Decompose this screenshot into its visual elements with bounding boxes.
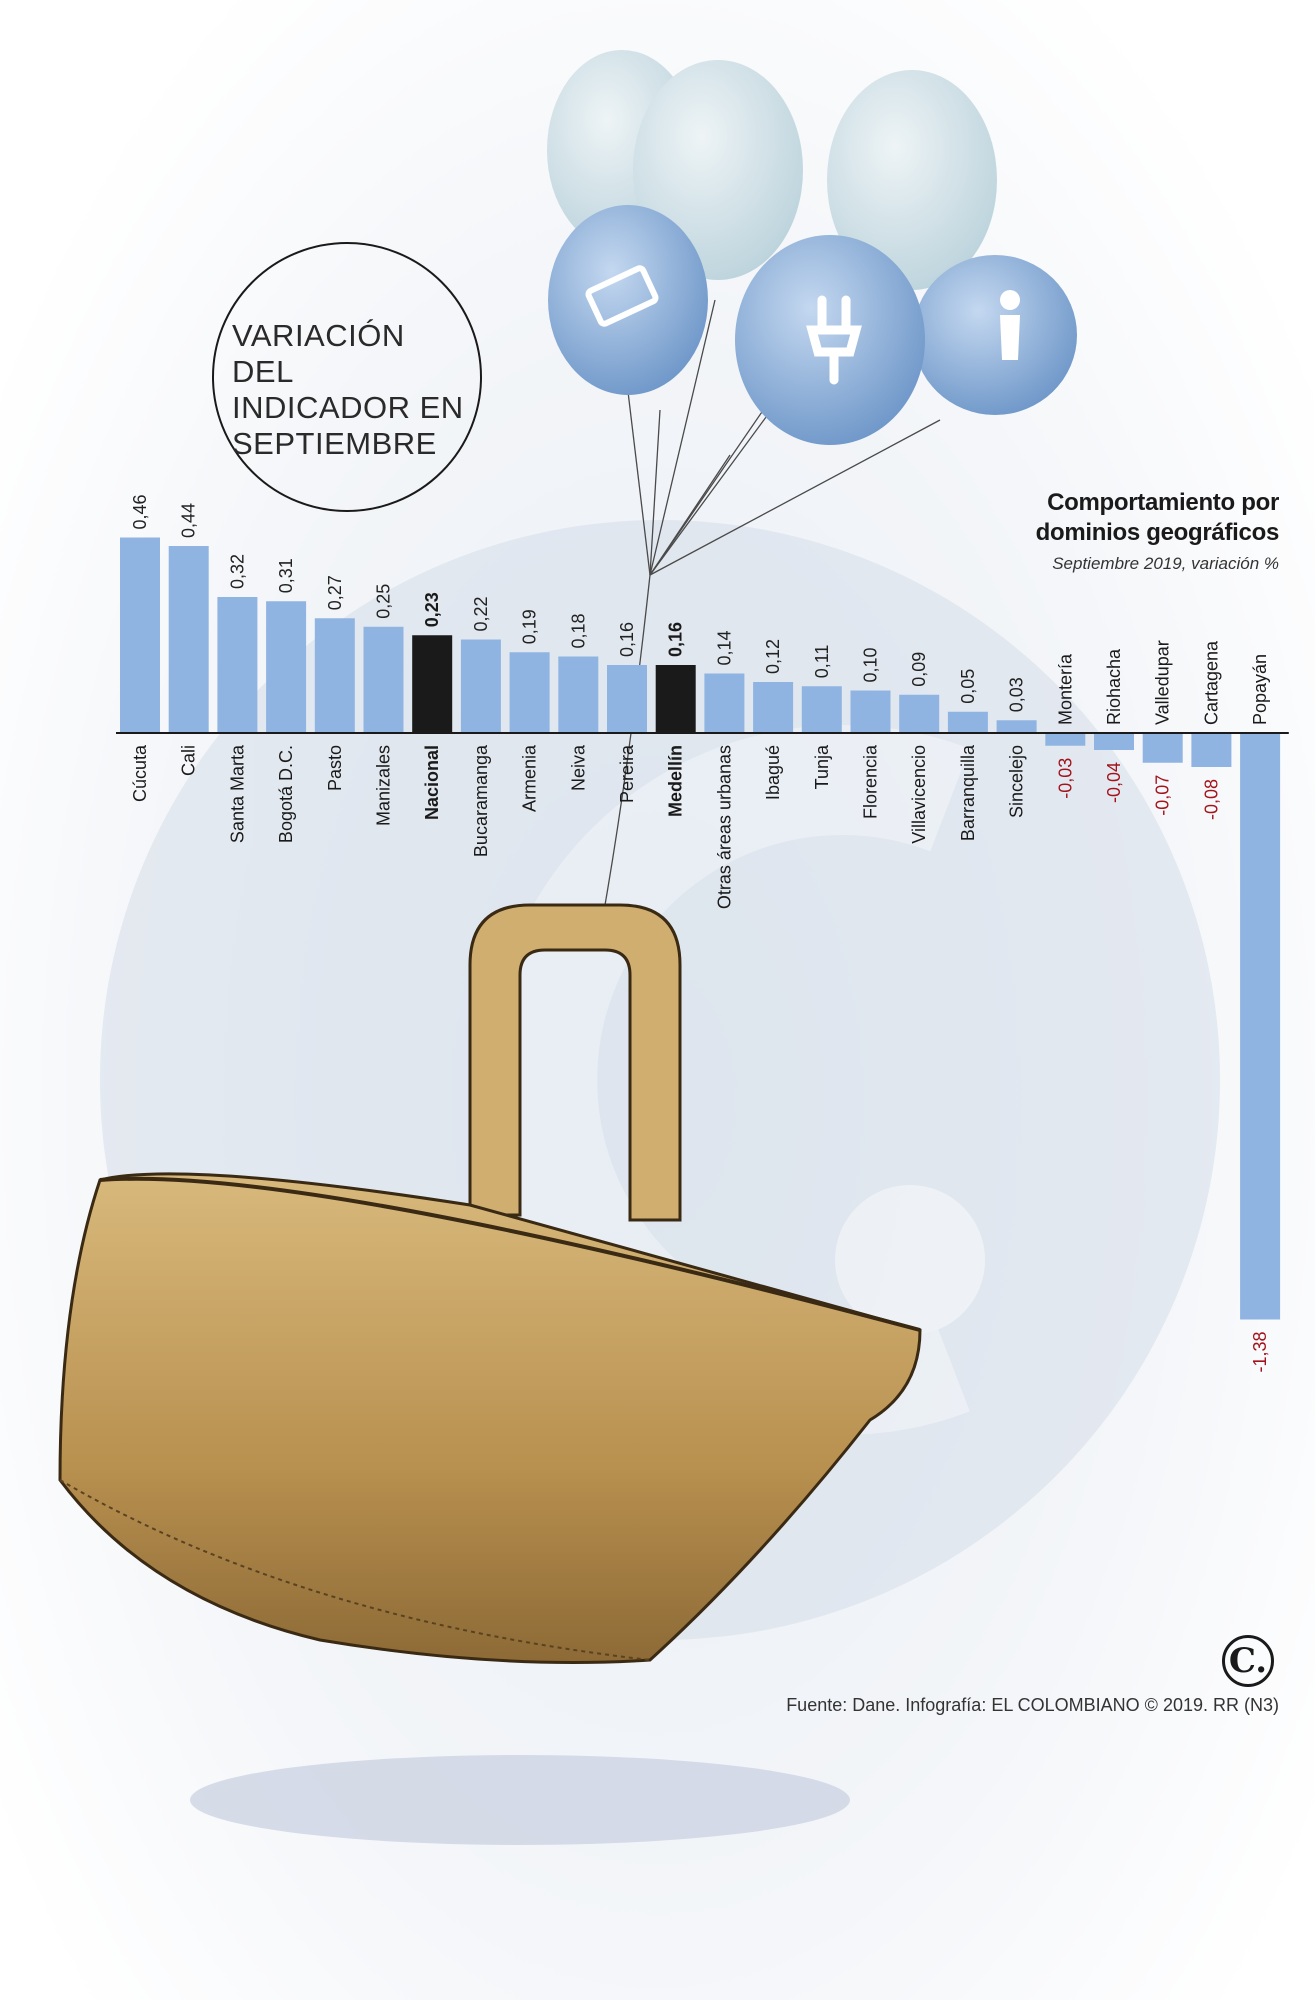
value-label-13: 0,12 bbox=[763, 639, 783, 674]
category-label-22: Cartagena bbox=[1201, 640, 1221, 725]
category-label-10: Pereira bbox=[617, 744, 637, 803]
value-label-22: -0,08 bbox=[1201, 779, 1221, 820]
bar-2 bbox=[217, 597, 258, 733]
category-label-13: Ibagué bbox=[763, 745, 783, 800]
category-label-12: Otras áreas urbanas bbox=[714, 745, 734, 909]
value-label-5: 0,25 bbox=[374, 584, 394, 619]
value-label-14: 0,11 bbox=[812, 645, 832, 679]
category-label-8: Armenia bbox=[520, 744, 540, 812]
bar-15 bbox=[850, 690, 891, 733]
bar-13 bbox=[753, 682, 794, 733]
value-label-16: 0,09 bbox=[909, 652, 929, 687]
value-label-3: 0,31 bbox=[276, 558, 296, 593]
category-label-18: Sincelejo bbox=[1007, 745, 1027, 818]
category-label-0: Cúcuta bbox=[130, 744, 150, 802]
category-label-20: Riohacha bbox=[1104, 648, 1124, 725]
bar-chart: 0,46 Cúcuta 0,44 Cali 0,32 Santa Marta 0,31 Bog… bbox=[116, 494, 1289, 1373]
value-label-15: 0,10 bbox=[861, 647, 881, 682]
bar-22 bbox=[1191, 733, 1232, 767]
category-label-14: Tunja bbox=[812, 744, 832, 789]
chart-subtitle: Comportamiento por dominios geográficos bbox=[1035, 489, 1280, 546]
balloon-dollar-icon bbox=[548, 205, 708, 395]
category-label-2: Santa Marta bbox=[227, 744, 247, 843]
category-label-1: Cali bbox=[179, 745, 199, 776]
value-label-17: 0,05 bbox=[958, 669, 978, 704]
category-label-19: Montería bbox=[1055, 653, 1075, 725]
bar-0 bbox=[120, 537, 160, 733]
bar-5 bbox=[363, 626, 404, 733]
value-label-2: 0,32 bbox=[227, 554, 247, 589]
value-label-6: 0,23 bbox=[422, 592, 442, 627]
category-label-23: Popayán bbox=[1250, 654, 1270, 725]
category-label-16: Villavicencio bbox=[909, 745, 929, 844]
basket-icon bbox=[58, 903, 922, 1664]
bar-7 bbox=[460, 639, 501, 733]
value-label-0: 0,46 bbox=[130, 494, 150, 529]
chart-note: Septiembre 2019, variación % bbox=[1052, 554, 1279, 573]
value-label-11: 0,16 bbox=[666, 622, 686, 657]
shadow-shape bbox=[190, 1755, 850, 1845]
value-label-23: -1,38 bbox=[1250, 1332, 1270, 1373]
value-label-19: -0,03 bbox=[1055, 758, 1075, 799]
bar-21 bbox=[1142, 733, 1183, 763]
value-label-10: 0,16 bbox=[617, 622, 637, 657]
balloon-pale-icon bbox=[827, 70, 997, 290]
bar-16 bbox=[899, 694, 940, 733]
category-label-9: Neiva bbox=[568, 744, 588, 791]
value-label-9: 0,18 bbox=[568, 613, 588, 648]
value-label-7: 0,22 bbox=[471, 596, 491, 631]
bar-19 bbox=[1045, 733, 1086, 746]
bar-10 bbox=[607, 665, 647, 733]
bar-11 bbox=[655, 665, 696, 733]
el-colombiano-logo-icon: C. bbox=[1222, 1635, 1274, 1687]
bar-4 bbox=[314, 618, 355, 733]
category-label-5: Manizales bbox=[374, 745, 394, 826]
category-label-3: Bogotá D.C. bbox=[276, 745, 296, 843]
value-label-20: -0,04 bbox=[1104, 762, 1124, 803]
bar-12 bbox=[704, 673, 745, 733]
value-label-12: 0,14 bbox=[714, 630, 734, 665]
bar-14 bbox=[801, 686, 842, 733]
category-label-15: Florencia bbox=[861, 744, 881, 819]
value-label-21: -0,07 bbox=[1153, 775, 1173, 816]
balloon-plug-icon bbox=[735, 235, 925, 445]
value-label-1: 0,44 bbox=[179, 503, 199, 538]
category-label-6: Nacional bbox=[422, 745, 442, 820]
bar-6 bbox=[412, 635, 453, 733]
bar-1 bbox=[168, 546, 209, 733]
category-label-17: Barranquilla bbox=[958, 744, 978, 841]
category-label-21: Valledupar bbox=[1153, 640, 1173, 725]
source-credit: Fuente: Dane. Infografía: EL COLOMBIANO … bbox=[786, 1695, 1279, 1715]
bar-18 bbox=[996, 720, 1037, 733]
chart-header: Comportamiento por dominios geográficos … bbox=[1019, 488, 1280, 574]
value-label-4: 0,27 bbox=[325, 575, 345, 610]
category-label-7: Bucaramanga bbox=[471, 744, 491, 857]
balloon-person-icon bbox=[913, 255, 1077, 415]
category-label-4: Pasto bbox=[325, 745, 345, 791]
value-label-8: 0,19 bbox=[520, 609, 540, 644]
bar-20 bbox=[1094, 733, 1134, 750]
bar-17 bbox=[947, 711, 988, 733]
chart-title: VARIACIÓN DEL INDICADOR EN SEPTIEMBRE bbox=[232, 318, 464, 461]
title-badge: VARIACIÓN DEL INDICADOR EN SEPTIEMBRE bbox=[212, 242, 482, 512]
bar-23 bbox=[1240, 733, 1281, 1320]
category-label-11: Medellín bbox=[666, 745, 686, 817]
bar-3 bbox=[266, 601, 307, 733]
bar-9 bbox=[558, 656, 599, 733]
value-label-18: 0,03 bbox=[1007, 677, 1027, 712]
balloons bbox=[547, 50, 1077, 445]
bar-8 bbox=[509, 652, 550, 733]
